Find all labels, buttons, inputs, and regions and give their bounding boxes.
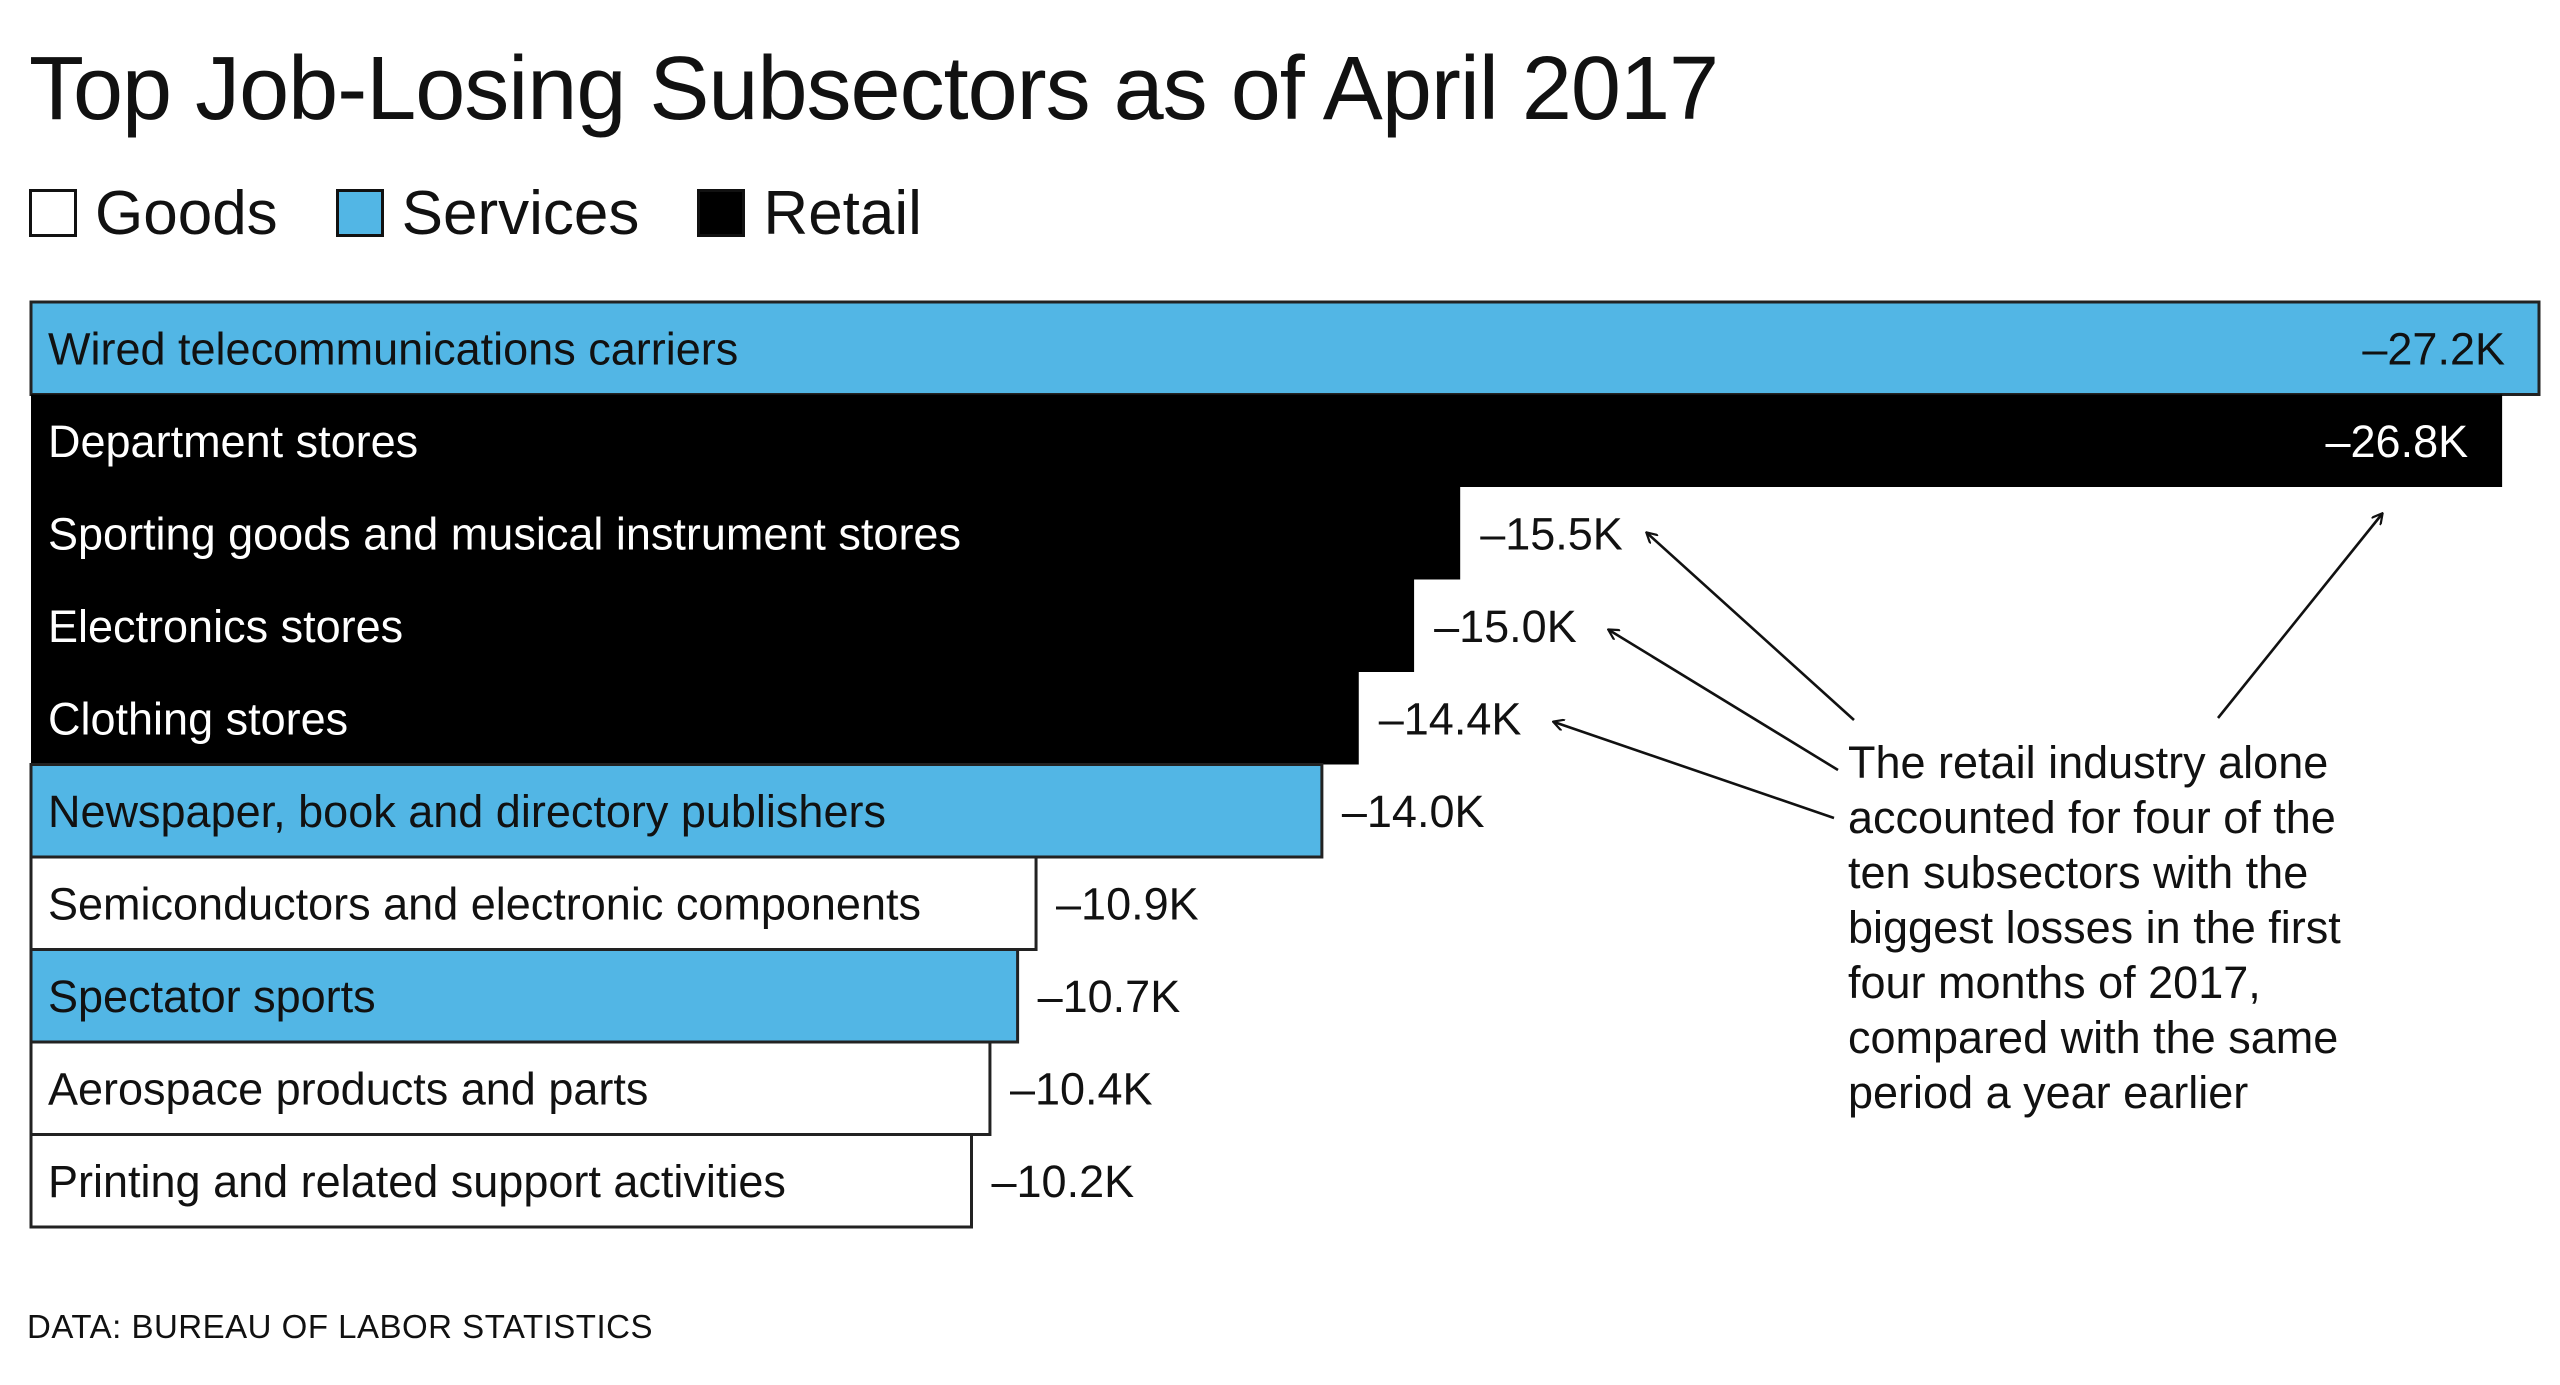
bar-label-electronics-stores: Electronics stores [48,601,403,652]
annotation-arrow-electronics-stores [1609,630,1839,772]
value-label-sporting-goods-and-musical-instrument-stores: –15.5K [1480,508,1623,559]
annotation-arrow-sporting-goods-and-musical-instrument-stores [1647,533,1855,721]
value-label-printing-and-related-support-activities: –10.2K [992,1156,1135,1207]
value-label-department-stores: –26.8K [2325,416,2468,467]
value-label-clothing-stores: –14.4K [1379,693,1522,744]
bar-newspaper-book-and-directory-publishers [29,763,1324,859]
bar-electronics-stores [31,579,1415,672]
annotation-line: four months of 2017, [1848,957,2261,1008]
value-label-electronics-stores: –15.0K [1434,601,1577,652]
annotation-line: compared with the same [1848,1012,2338,1063]
bar-sporting-goods-and-musical-instrument-stores [31,487,1461,580]
bar-spectator-sports [29,948,1020,1044]
annotation-line: ten subsectors with the [1848,847,2308,898]
value-label-newspaper-book-and-directory-publishers: –14.0K [1342,786,1485,837]
annotation-arrow-department-stores [2216,514,2382,719]
bar-label-sporting-goods-and-musical-instrument-stores: Sporting goods and musical instrument st… [48,508,961,559]
annotation-arrow-clothing-stores [1554,722,1835,820]
legend-item-retail: Retail [697,178,922,249]
bar-label-department-stores: Department stores [48,416,418,467]
legend-swatch-services [335,189,384,237]
annotation-text: The retail industry alone accounted for f… [1848,737,2341,1118]
source-note: DATA: BUREAU OF LABOR STATISTICS [27,1308,653,1345]
legend-label-goods: Goods [95,178,278,248]
legend-swatch-retail [697,189,746,237]
annotation-line: period a year earlier [1848,1067,2248,1118]
bar-label-printing-and-related-support-activities: Printing and related support activities [48,1156,786,1207]
bar-semiconductors-and-electronic-components [29,855,1038,951]
bar-label-clothing-stores: Clothing stores [48,693,348,744]
legend-item-services: Services [335,178,640,249]
bar-label-wired-telecommunications-carriers: Wired telecommunications carriers [48,323,738,374]
annotation-line: accounted for four of the [1848,792,2336,843]
annotation-line: biggest losses in the first [1848,902,2341,953]
bar-label-aerospace-products-and-parts: Aerospace products and parts [48,1063,648,1114]
bar-label-newspaper-book-and-directory-publishers: Newspaper, book and directory publishers [48,786,886,837]
annotation-line: The retail industry alone [1848,737,2328,788]
value-label-wired-telecommunications-carriers: –27.2K [2362,323,2505,374]
legend-swatch-goods [29,189,77,237]
value-label-semiconductors-and-electronic-components: –10.9K [1056,878,1199,929]
legend: Goods Services Retail [29,178,980,248]
bar-clothing-stores [31,672,1359,765]
bar-wired-telecommunications-carriers [29,300,2541,396]
legend-label-retail: Retail [763,178,922,248]
bar-printing-and-related-support-activities [29,1133,973,1229]
value-label-spectator-sports: –10.7K [1038,971,1181,1022]
bar-label-spectator-sports: Spectator sports [48,971,376,1022]
chart-title: Top Job-Losing Subsectors as of April 20… [29,39,1719,139]
legend-label-services: Services [401,178,640,248]
bar-department-stores [31,394,2503,487]
bar-aerospace-products-and-parts [29,1040,992,1136]
legend-item-goods: Goods [29,178,278,249]
bar-label-semiconductors-and-electronic-components: Semiconductors and electronic components [48,878,921,929]
value-label-aerospace-products-and-parts: –10.4K [1010,1063,1153,1114]
